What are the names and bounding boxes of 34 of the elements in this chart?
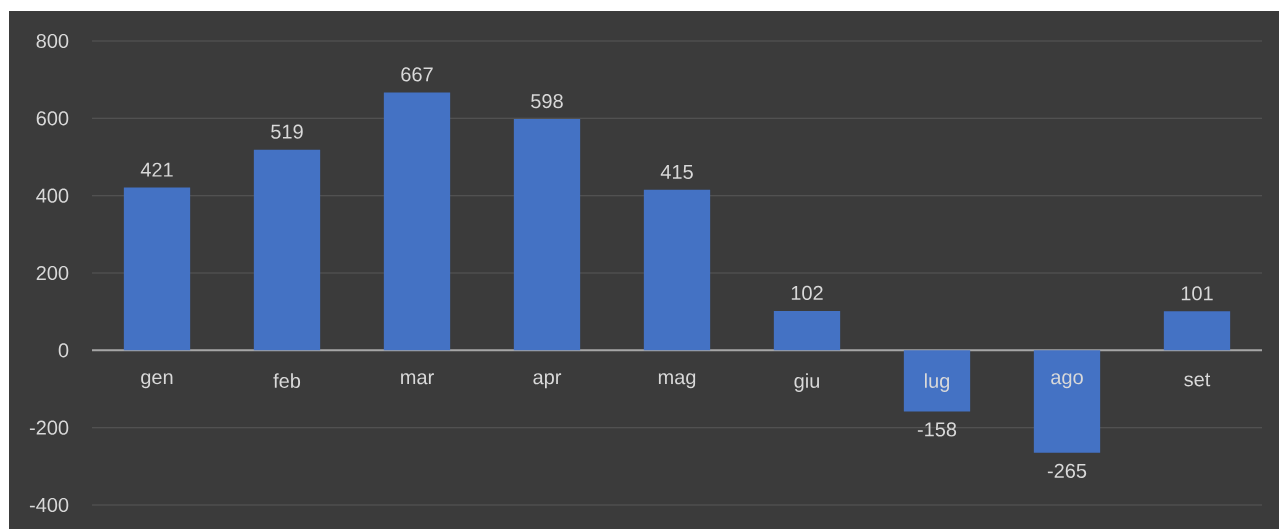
y-tick-label: 0 xyxy=(58,343,69,358)
data-label: -158 xyxy=(917,422,957,437)
x-tick-label: mag xyxy=(658,373,696,389)
y-tick-label: -400 xyxy=(29,497,69,513)
y-tick-label: -200 xyxy=(29,420,69,435)
x-tick-label: gen xyxy=(141,373,173,389)
x-tick-label: set xyxy=(1184,373,1211,387)
bar xyxy=(903,350,971,412)
bar xyxy=(123,187,191,351)
bar xyxy=(383,92,451,351)
data-label: -265 xyxy=(1047,463,1087,478)
y-tick-label: 200 xyxy=(36,265,69,281)
data-label: 101 xyxy=(1181,286,1213,301)
bar xyxy=(773,310,841,351)
bar xyxy=(1163,311,1231,351)
x-tick-label: ago xyxy=(1051,373,1083,389)
bar xyxy=(253,149,321,351)
x-tick-label: feb xyxy=(273,373,301,388)
x-tick-label: giu xyxy=(794,373,819,392)
y-tick-label: 800 xyxy=(36,33,69,49)
data-label: 102 xyxy=(791,285,823,300)
data-label: 667 xyxy=(401,67,433,82)
bar xyxy=(643,189,711,351)
bar xyxy=(1033,350,1101,453)
y-tick-label: 600 xyxy=(36,111,69,126)
x-tick-label: mar xyxy=(401,373,434,385)
data-label: 519 xyxy=(271,124,303,139)
data-label: 421 xyxy=(140,162,173,177)
data-label: 598 xyxy=(531,94,563,109)
x-tick-label: lug xyxy=(924,373,950,392)
y-tick-label: 400 xyxy=(36,188,69,203)
data-label: 415 xyxy=(660,164,693,179)
bar xyxy=(513,119,581,351)
x-tick-label: apr xyxy=(533,373,562,389)
